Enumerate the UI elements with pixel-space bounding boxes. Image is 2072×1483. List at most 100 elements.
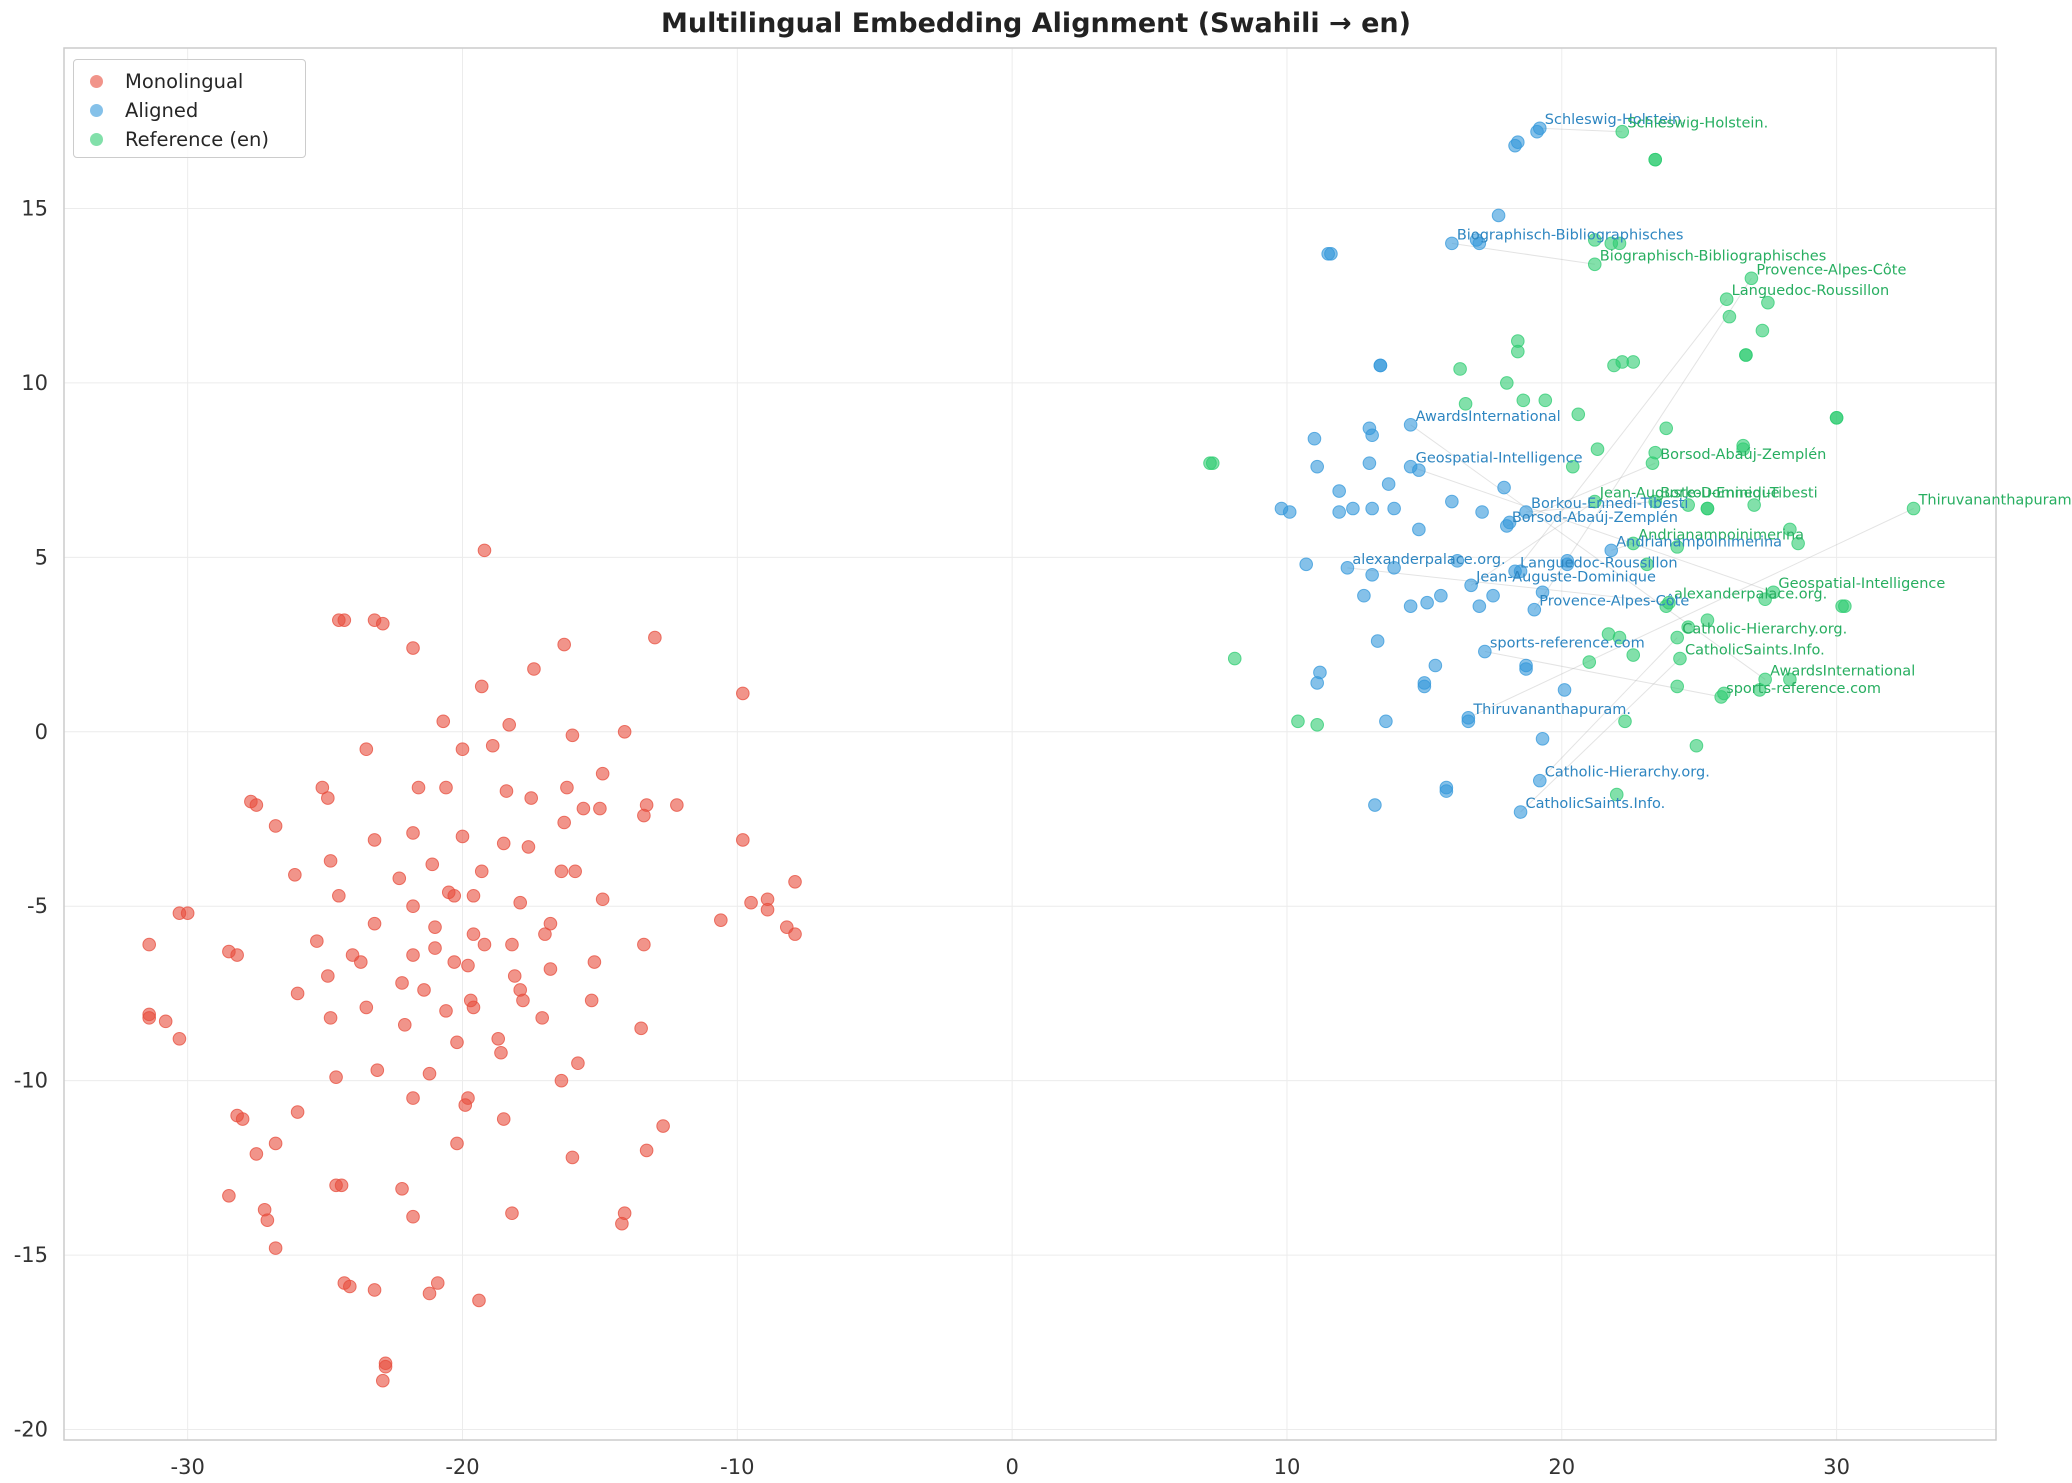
monolingual-point	[499, 784, 514, 798]
monolingual-point	[505, 937, 519, 952]
pair-connector-line	[1410, 466, 1774, 593]
monolingual-point	[180, 906, 195, 921]
aligned-point	[1387, 501, 1401, 516]
aligned-point	[1365, 501, 1379, 516]
legend-label-aligned: Aligned	[125, 98, 199, 122]
point-label: Borkou-Ennedi-Tibesti	[1531, 496, 1688, 512]
monolingual-point	[496, 1112, 511, 1126]
monolingual-point	[406, 826, 420, 840]
aligned-point	[1379, 714, 1393, 729]
monolingual-point	[321, 791, 335, 805]
monolingual-point	[507, 969, 522, 983]
reference-en-point	[1626, 648, 1641, 662]
aligned-point	[1365, 428, 1379, 443]
point-label: CatholicSaints.Info.	[1526, 796, 1666, 812]
monolingual-point	[439, 780, 453, 795]
point-label: Geospatial-Intelligence	[1778, 576, 1945, 592]
y-tick-label: -10	[14, 1069, 48, 1093]
reference-en-point	[1609, 787, 1624, 802]
monolingual-point	[516, 993, 530, 1008]
monolingual-point	[521, 840, 536, 854]
aligned-point	[1445, 236, 1459, 251]
aligned-point	[1475, 505, 1489, 519]
monolingual-point	[527, 662, 541, 676]
monolingual-point	[584, 993, 599, 1008]
aligned-point	[1519, 505, 1533, 519]
monolingual-point	[455, 829, 470, 844]
reference-en-point	[1645, 456, 1660, 470]
reference-en-point	[1648, 152, 1663, 167]
monolingual-point	[670, 798, 684, 812]
aligned-point	[1478, 644, 1492, 659]
monolingual-point	[491, 1031, 506, 1046]
monolingual-point	[788, 927, 802, 941]
monolingual-point	[587, 955, 602, 969]
monolingual-point	[477, 543, 492, 558]
reference-en-point	[1640, 557, 1654, 572]
aligned-point	[1439, 784, 1454, 798]
monolingual-point	[617, 724, 632, 739]
point-label: Borsod-Abaúj-Zemplén	[1660, 447, 1826, 463]
monolingual-point	[367, 916, 382, 931]
pair-connector-line	[1514, 298, 1728, 572]
monolingual-point	[172, 1031, 187, 1046]
legend-item-aligned: Aligned	[84, 95, 198, 125]
aligned-point	[1332, 505, 1346, 519]
aligned-point	[1387, 561, 1401, 575]
monolingual-point	[485, 738, 500, 753]
monolingual-point	[422, 1286, 437, 1301]
point-label: Biographisch-Bibliographisches	[1457, 227, 1684, 243]
reference-en-point	[1607, 358, 1621, 373]
reference-en-point	[1453, 362, 1467, 376]
aligned-point	[1530, 124, 1544, 139]
monolingual-point	[505, 1206, 519, 1221]
monolingual-point	[576, 801, 591, 816]
y-tick-label: 10	[21, 371, 48, 395]
point-labels: Schleswig-Holstein.Schleswig-Holstein. Bi…	[1352, 112, 2072, 812]
grid-lines	[64, 48, 1996, 1440]
aligned-point	[1412, 463, 1426, 477]
aligned-point	[1450, 554, 1465, 568]
reference-en-point	[1791, 536, 1805, 551]
pair-connector-line	[1451, 242, 1595, 265]
reference-en-point	[1659, 599, 1674, 613]
x-tick-label: 0	[1005, 1455, 1018, 1479]
monolingual-point	[142, 937, 156, 952]
data-points	[142, 121, 1921, 1388]
monolingual-point	[615, 1216, 629, 1231]
monolingual-point	[367, 1283, 382, 1297]
reference-en-point	[1783, 672, 1797, 687]
aligned-point	[1310, 676, 1324, 690]
monolingual-point	[334, 1178, 349, 1193]
reference-en-point	[1659, 421, 1674, 436]
monolingual-point	[656, 1119, 670, 1133]
monolingual-point	[568, 864, 582, 879]
monolingual-point	[430, 1276, 445, 1290]
pair-connector-line	[1533, 277, 1752, 610]
legend-item-monolingual: Monolingual	[84, 66, 243, 96]
reference-en-point	[1752, 683, 1767, 697]
reference-en-point	[1747, 498, 1761, 512]
monolingual-point	[466, 888, 481, 903]
aligned-point	[1403, 599, 1418, 613]
aligned-point	[1357, 588, 1371, 603]
aligned-point	[1412, 522, 1426, 537]
reference-en-point	[1590, 442, 1605, 457]
x-tick-label: -10	[720, 1455, 754, 1479]
monolingual-point	[406, 641, 420, 655]
monolingual-point	[554, 864, 569, 879]
reference-en-point	[1587, 494, 1602, 509]
reference-en-point	[1722, 309, 1737, 324]
aligned-point	[1307, 431, 1322, 446]
point-label: AwardsInternational	[1416, 409, 1561, 425]
reference-en-point	[1571, 407, 1586, 422]
monolingual-point	[560, 780, 574, 795]
monolingual-point	[395, 976, 409, 990]
x-tick-label: 30	[1823, 1455, 1850, 1479]
reference-en-point	[1739, 348, 1753, 362]
monolingual-point	[565, 728, 580, 743]
monolingual-point	[637, 937, 651, 952]
monolingual-point	[494, 1045, 508, 1060]
reference-en-point	[1744, 271, 1759, 286]
